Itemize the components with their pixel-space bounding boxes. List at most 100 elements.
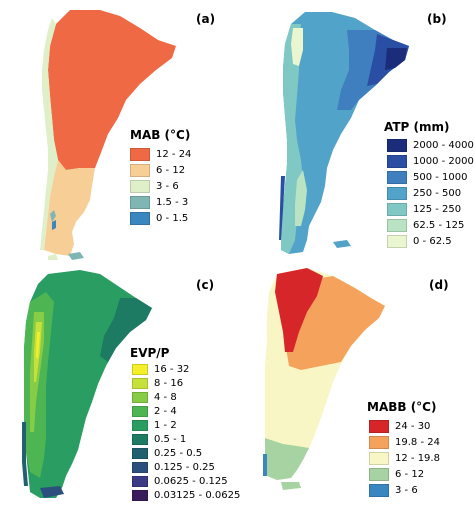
legend-label: 1 - 2 [154,419,177,431]
region-c-andes-wet [22,422,28,486]
legend-swatch [369,451,389,465]
map-d [263,268,385,490]
legend-label: 0.0625 - 0.125 [154,475,228,487]
map-b [279,12,409,254]
legend-row: 250 - 500 [387,185,474,201]
legend-row: 6 - 12 [130,162,191,178]
legend-swatch [369,419,389,433]
legend-swatch [132,391,148,403]
legend-row: 500 - 1000 [387,169,474,185]
legend-label: 2000 - 4000 [413,139,474,151]
legend-row: 2000 - 4000 [387,137,474,153]
legend-swatch [369,435,389,449]
region-a-south [44,160,95,256]
legend-label: 0.03125 - 0.0625 [154,489,241,501]
legend-swatch [387,170,407,184]
legend-row: 0.5 - 1 [132,432,240,446]
legend-row: 24 - 30 [369,418,440,434]
legend-label: 19.8 - 24 [395,436,440,448]
legend-swatch [387,218,407,232]
legend-swatch [387,138,407,152]
panel-label-c: (c) [196,278,215,292]
legend-c: 16 - 32 8 - 16 4 - 8 2 - 4 1 - 2 0.5 - 1 0.25 … [132,362,240,502]
region-d-andes-cold [263,454,267,476]
legend-swatch [132,433,148,445]
legend-swatch [130,179,150,193]
legend-swatch [130,211,150,225]
region-b-puna [291,28,303,66]
legend-row: 1 - 2 [132,418,240,432]
panel-c: (c) EVP/P 16 - 32 8 - 16 4 - 8 2 - 4 1 - 2 0.… [0,262,240,524]
region-a-patch-1 [50,210,56,222]
legend-swatch [130,195,150,209]
legend-title-a: MAB (°C) [130,128,191,142]
legend-swatch [132,377,148,389]
legend-title-b: ATP (mm) [384,120,450,134]
legend-label: 4 - 8 [154,391,177,403]
legend-b: 2000 - 4000 1000 - 2000 500 - 1000 250 - 50… [387,137,474,249]
legend-swatch [387,234,407,248]
legend-swatch [132,363,148,375]
legend-label: 1.5 - 3 [156,196,189,208]
legend-label: 24 - 30 [395,420,431,432]
legend-label: 3 - 6 [395,484,418,496]
legend-row: 0.125 - 0.25 [132,460,240,474]
region-a-patch-2 [52,220,56,230]
region-c-island [40,486,64,498]
legend-row: 125 - 250 [387,201,474,217]
legend-swatch [132,461,148,473]
legend-row: 1.5 - 3 [130,194,191,210]
region-b-patagonia-dry [295,170,307,226]
legend-row: 0.0625 - 0.125 [132,474,240,488]
region-c-east [100,298,152,362]
legend-label: 16 - 32 [154,363,190,375]
region-d-northwest-hot [275,268,323,352]
legend-row: 6 - 12 [369,466,440,482]
legend-label: 3 - 6 [156,180,179,192]
legend-swatch [130,163,150,177]
legend-row: 0 - 62.5 [387,233,474,249]
region-b-misiones [385,48,407,70]
region-d-island [281,482,301,490]
legend-swatch [387,202,407,216]
legend-row: 3 - 6 [369,482,440,498]
legend-row: 0.03125 - 0.0625 [132,488,240,502]
legend-label: 0.5 - 1 [154,433,187,445]
legend-row: 16 - 32 [132,362,240,376]
legend-label: 6 - 12 [156,164,186,176]
legend-row: 8 - 16 [132,376,240,390]
legend-d: 24 - 30 19.8 - 24 12 - 19.8 6 - 12 3 - 6 [369,418,440,498]
legend-title-d: MABB (°C) [367,400,437,414]
legend-swatch [387,154,407,168]
legend-swatch [132,475,148,487]
region-a-north [48,10,176,170]
region-c-hyperarid [36,332,40,358]
legend-label: 250 - 500 [413,187,462,199]
legend-label: 0.125 - 0.25 [154,461,215,473]
legend-label: 0 - 1.5 [156,212,189,224]
legend-label: 500 - 1000 [413,171,468,183]
legend-label: 125 - 250 [413,203,462,215]
legend-row: 62.5 - 125 [387,217,474,233]
legend-swatch [369,467,389,481]
panel-label-b: (b) [427,12,447,26]
legend-swatch [132,419,148,431]
region-d-south-cool [265,438,309,480]
panel-label-d: (d) [429,278,449,292]
legend-title-c: EVP/P [130,346,170,360]
legend-label: 6 - 12 [395,468,425,480]
panel-d: (d) MABB (°C) 24 - 30 19.8 - 24 12 - 19.8 6… [237,262,474,524]
legend-a: 12 - 24 6 - 12 3 - 6 1.5 - 3 0 - 1.5 [130,146,191,226]
panel-label-a: (a) [196,12,216,26]
legend-label: 12 - 19.8 [395,452,440,464]
legend-row: 12 - 24 [130,146,191,162]
legend-swatch [387,186,407,200]
legend-swatch [130,147,150,161]
legend-label: 8 - 16 [154,377,184,389]
region-a-island-tip [48,254,58,260]
panel-b: (b) ATP (mm) 2000 - 4000 1000 - 2000 500 -… [237,0,474,262]
legend-row: 3 - 6 [130,178,191,194]
legend-row: 0.25 - 0.5 [132,446,240,460]
map-c [22,270,152,498]
legend-swatch [132,447,148,459]
